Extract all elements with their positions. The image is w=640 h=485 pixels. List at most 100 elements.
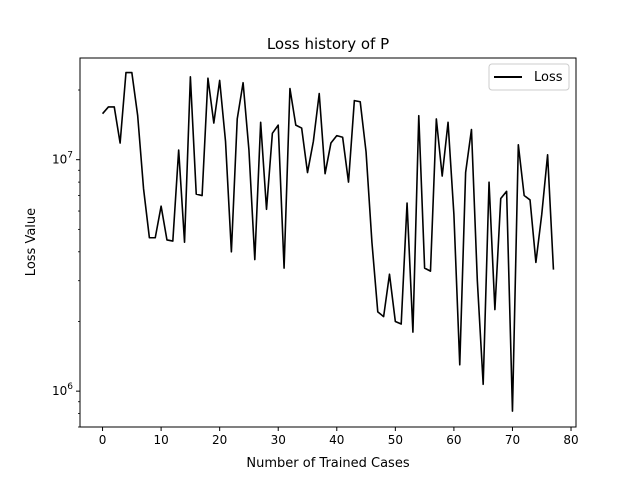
data-point xyxy=(547,154,549,156)
data-point xyxy=(160,205,162,207)
plot-frame xyxy=(79,57,577,428)
data-point xyxy=(195,193,197,195)
data-point xyxy=(201,195,203,197)
y-axis-ticks: 106 107 xyxy=(52,89,80,428)
data-point xyxy=(553,269,555,271)
data-point xyxy=(119,142,121,144)
data-point xyxy=(412,331,414,333)
data-point xyxy=(535,262,537,264)
data-point xyxy=(190,76,192,78)
legend-entry-loss: Loss xyxy=(534,70,563,85)
x-tick-label: 30 xyxy=(271,433,286,447)
data-point xyxy=(113,106,115,108)
data-point xyxy=(166,239,168,241)
data-point xyxy=(424,267,426,269)
data-point xyxy=(336,135,338,137)
y-tick-label: 107 xyxy=(52,151,73,167)
data-point xyxy=(137,115,139,117)
data-point xyxy=(488,181,490,183)
x-tick-label: 40 xyxy=(329,433,344,447)
data-point xyxy=(125,72,127,74)
data-point xyxy=(172,240,174,242)
y-tick-label: 106 xyxy=(52,382,73,398)
data-point xyxy=(459,364,461,366)
data-point xyxy=(512,410,514,412)
data-point xyxy=(482,384,484,386)
x-tick-label: 60 xyxy=(446,433,461,447)
data-point xyxy=(436,118,438,120)
data-point xyxy=(254,259,256,261)
data-point xyxy=(541,214,543,216)
data-point xyxy=(395,321,397,323)
data-point xyxy=(283,267,285,269)
data-point xyxy=(400,323,402,325)
data-point xyxy=(131,72,133,74)
data-point xyxy=(313,141,315,143)
data-point xyxy=(418,115,420,117)
chart-title: Loss history of P xyxy=(267,35,389,53)
data-point xyxy=(149,237,151,239)
data-point xyxy=(277,124,279,126)
data-point xyxy=(389,273,391,275)
series-lines xyxy=(101,71,555,412)
x-tick-label: 50 xyxy=(388,433,403,447)
data-point xyxy=(506,191,508,193)
data-point xyxy=(406,202,408,204)
data-point xyxy=(471,129,473,131)
y-axis-label: Loss Value xyxy=(24,208,39,276)
x-tick-label: 70 xyxy=(505,433,520,447)
data-point xyxy=(260,122,262,124)
data-point xyxy=(500,198,502,200)
data-point xyxy=(242,82,244,84)
x-tick-label: 10 xyxy=(153,433,168,447)
data-point xyxy=(465,172,467,174)
data-point xyxy=(377,311,379,313)
data-point xyxy=(529,199,531,201)
data-point xyxy=(453,214,455,216)
data-point xyxy=(348,181,350,183)
data-point xyxy=(359,101,361,103)
x-axis-label: Number of Trained Cases xyxy=(246,456,409,471)
data-point xyxy=(184,241,186,243)
data-point xyxy=(447,122,449,124)
data-point xyxy=(354,100,356,102)
data-point xyxy=(236,118,238,120)
data-point xyxy=(231,251,233,253)
data-point xyxy=(143,188,145,190)
data-point xyxy=(441,175,443,177)
data-point xyxy=(102,113,104,115)
legend: Loss xyxy=(488,63,570,91)
data-point xyxy=(295,124,297,126)
data-point xyxy=(324,173,326,175)
data-point xyxy=(108,106,110,108)
data-point xyxy=(383,316,385,318)
data-point xyxy=(219,80,221,82)
x-tick-label: 0 xyxy=(99,433,107,447)
data-point xyxy=(213,122,215,124)
data-point xyxy=(301,127,303,129)
data-point xyxy=(154,237,156,239)
data-point xyxy=(371,241,373,243)
x-axis-ticks: 0 10 20 30 40 50 60 70 80 xyxy=(99,427,579,447)
data-point xyxy=(518,144,520,146)
x-tick-label: 80 xyxy=(563,433,578,447)
data-point xyxy=(494,309,496,311)
data-point xyxy=(477,280,479,282)
data-point xyxy=(330,142,332,144)
legend-box xyxy=(488,63,570,91)
data-point xyxy=(207,77,209,79)
data-point xyxy=(178,149,180,151)
data-point xyxy=(365,151,367,153)
series-line-loss xyxy=(101,71,555,412)
data-point xyxy=(225,141,227,143)
data-point xyxy=(342,136,344,138)
data-point xyxy=(307,172,309,174)
data-point xyxy=(289,88,291,90)
data-point xyxy=(430,270,432,272)
data-point xyxy=(272,133,274,135)
x-tick-label: 20 xyxy=(212,433,227,447)
data-point xyxy=(318,93,320,95)
data-point xyxy=(248,149,250,151)
